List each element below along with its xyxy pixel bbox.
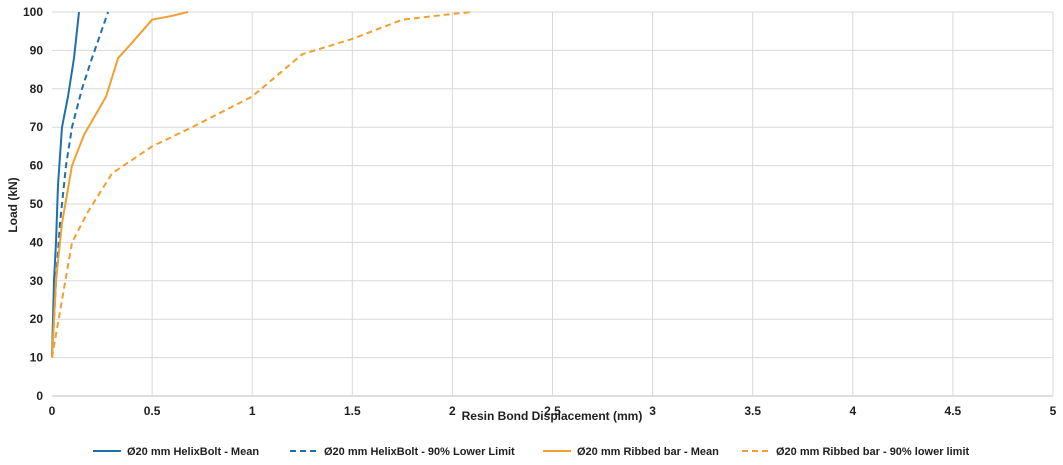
x-tick-label: 2.5 [544,404,561,418]
x-axis-title: Resin Bond Displacement (mm) [462,409,643,423]
y-tick-label: 20 [30,312,44,326]
x-tick-label: 4.5 [945,404,962,418]
series-line-4 [51,11,473,358]
grid-lines [52,11,1054,397]
x-tick-label: 3 [649,404,656,418]
series-line-3 [51,11,189,358]
y-tick-label: 50 [30,197,44,211]
x-tick-label: 1 [249,404,256,418]
x-tick-label: 5 [1050,404,1057,418]
y-axis-ticks: 0 10 20 30 40 50 60 70 80 90 100 [23,5,43,403]
y-tick-label: 30 [30,274,44,288]
y-tick-label: 70 [30,120,44,134]
y-tick-label: 80 [30,82,44,96]
y-tick-label: 100 [23,5,43,19]
x-tick-label: 4 [849,404,856,418]
x-tick-label: 0.5 [144,404,161,418]
y-tick-label: 10 [30,351,44,365]
legend-label-3: Ø20 mm Ribbed bar - Mean [577,446,719,458]
x-axis-ticks: 0 0.5 1 1.5 2 2.5 3 3.5 4 4.5 5 [49,404,1057,418]
legend-label-4: Ø20 mm Ribbed bar - 90% lower limit [776,446,969,458]
x-tick-label: 2 [449,404,456,418]
x-tick-label: 0 [49,404,56,418]
y-tick-label: 40 [30,235,44,249]
series-lines [51,11,473,358]
legend-label-1: Ø20 mm HelixBolt - Mean [127,446,259,458]
series-line-1 [51,11,80,358]
x-tick-label: 1.5 [344,404,361,418]
y-tick-label: 60 [30,159,44,173]
legend: Ø20 mm HelixBolt - Mean Ø20 mm HelixBolt … [93,446,969,458]
legend-label-2: Ø20 mm HelixBolt - 90% Lower Limit [324,446,515,458]
x-tick-label: 3.5 [744,404,761,418]
y-tick-label: 90 [30,43,44,57]
y-tick-label: 0 [36,389,43,403]
y-axis-title: Load (kN) [6,177,20,232]
